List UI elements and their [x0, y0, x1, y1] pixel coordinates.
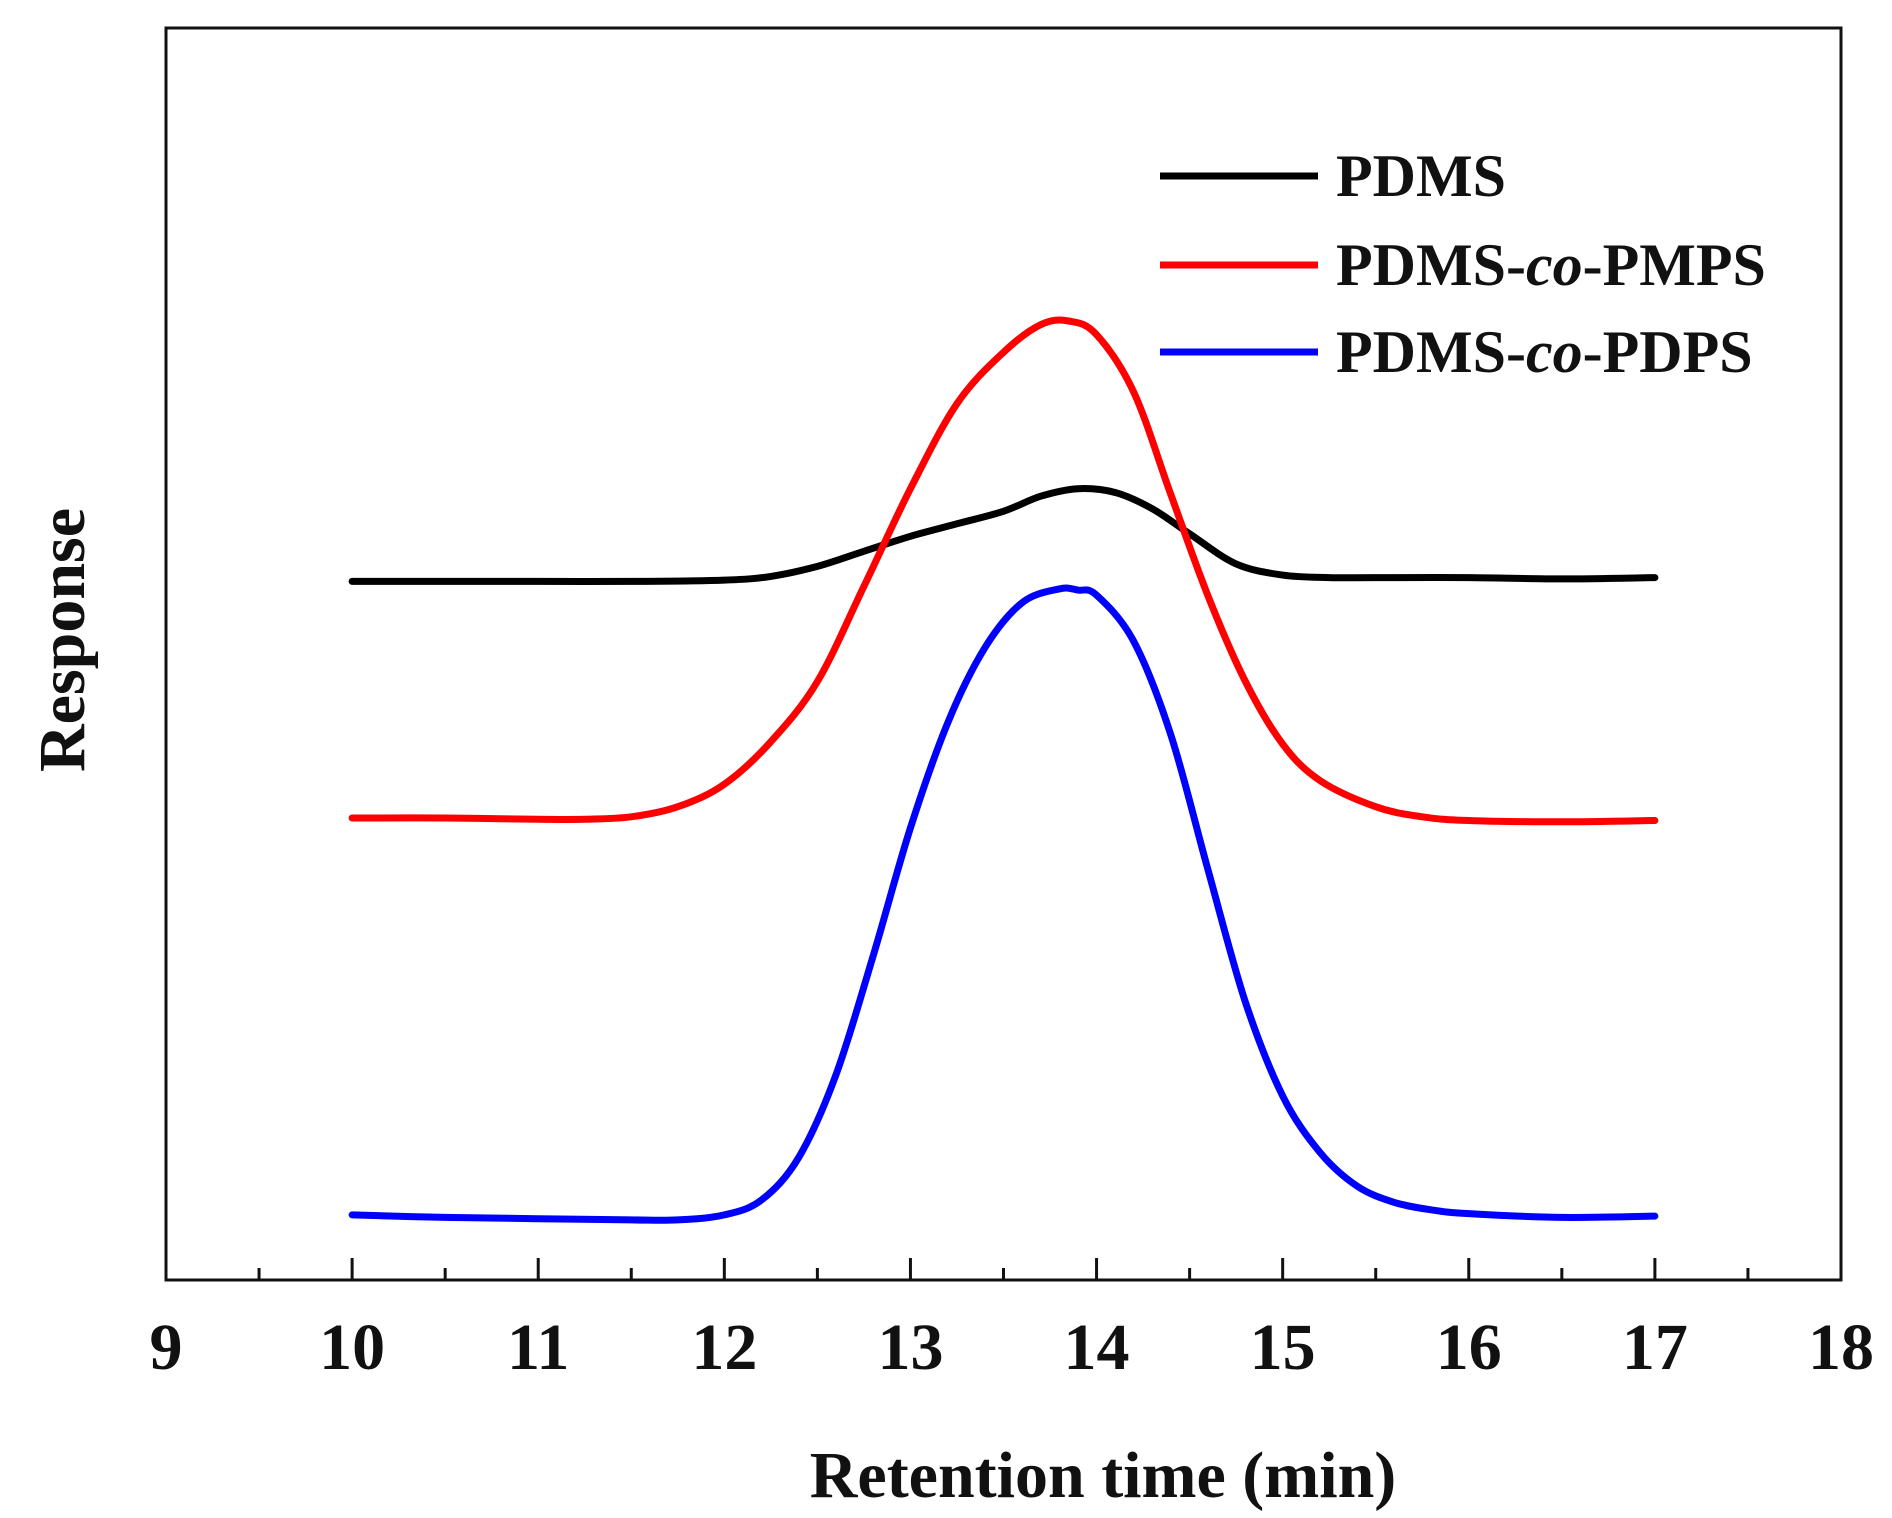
x-axis-label: Retention time (min): [810, 1439, 1397, 1512]
x-tick-label: 11: [507, 1311, 569, 1384]
plot-frame: [164, 26, 1843, 1282]
legend-entry: PDMS: [1336, 143, 1506, 209]
x-tick-label: 18: [1808, 1311, 1874, 1384]
legend: PDMS PDMS-co-PMPS PDMS-co-PDPS: [1160, 143, 1766, 385]
series-lines: [348, 316, 1659, 1224]
x-tick-label: 14: [1064, 1311, 1130, 1384]
x-tick-label: 13: [877, 1311, 943, 1384]
x-tick-label: 12: [691, 1311, 757, 1384]
x-tick-label: 15: [1250, 1311, 1316, 1384]
legend-entry: PDMS-co-PMPS: [1336, 232, 1766, 298]
x-tick-label: 10: [319, 1311, 385, 1384]
series-line-3: [348, 584, 1659, 1224]
legend-entry: PDMS-co-PDPS: [1336, 319, 1753, 385]
series-line-1: [348, 485, 1659, 585]
y-axis-label: Response: [26, 508, 99, 772]
x-tick-label: 9: [150, 1311, 183, 1384]
x-tick-label: 16: [1436, 1311, 1502, 1384]
series-line-2: [348, 316, 1659, 826]
x-tick-label: 17: [1622, 1311, 1688, 1384]
x-axis-ticks: [164, 1258, 1843, 1280]
x-axis-tick-labels: 9 10 11 12 13 14 15 16 17 18: [150, 1311, 1875, 1384]
